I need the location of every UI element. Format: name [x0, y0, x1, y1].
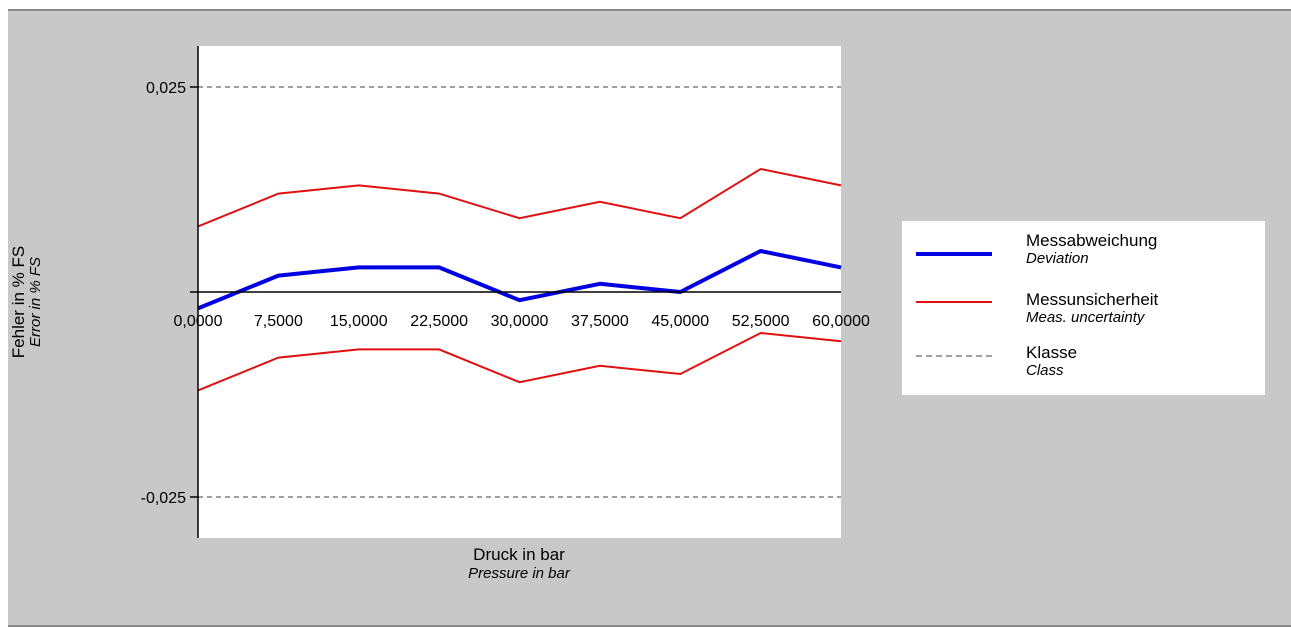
legend-sublabel-uncertainty: Meas. uncertainty: [1026, 309, 1145, 326]
y-axis-label: Fehler in % FS: [9, 245, 28, 359]
x-tick-label: 60,0000: [812, 313, 870, 330]
legend-label-class: Klasse: [1026, 343, 1078, 362]
legend: Messabweichung Deviation Messunsicherhei…: [902, 221, 1265, 395]
x-tick-label: 52,5000: [732, 313, 790, 330]
legend-item-deviation: Messabweichung Deviation: [902, 231, 1265, 281]
legend-item-class: Klasse Class: [902, 343, 1265, 393]
y-tick-label: -0,025: [141, 490, 186, 507]
x-tick-label: 15,0000: [330, 313, 388, 330]
x-tick-label: 45,0000: [651, 313, 709, 330]
x-axis-label: Druck in bar: [473, 545, 565, 564]
legend-item-uncertainty: Messunsicherheit Meas. uncertainty: [902, 290, 1265, 340]
legend-swatch-deviation: [916, 252, 992, 256]
x-tick-label: 30,0000: [491, 313, 549, 330]
x-tick-label: 37,5000: [571, 313, 629, 330]
legend-swatch-class: [916, 355, 992, 357]
x-axis-title: Druck in bar Pressure in bar: [468, 545, 570, 583]
y-tick-label: 0,025: [146, 80, 186, 97]
deviation-line: [197, 249, 842, 311]
legend-swatch-uncertainty: [916, 301, 992, 303]
uncertainty-upper-line: [197, 167, 842, 228]
uncertainty-lower-line: [197, 331, 842, 392]
x-axis-label-sub: Pressure in bar: [468, 565, 570, 582]
x-tick-label: 0,0000: [174, 313, 223, 330]
y-axis-label-sub: Error in % FS: [27, 257, 44, 348]
y-axis-title: Fehler in % FS Error in % FS: [9, 245, 44, 359]
x-tick-label: 7,5000: [254, 313, 303, 330]
legend-label-uncertainty: Messunsicherheit: [1026, 290, 1159, 309]
legend-sublabel-class: Class: [1026, 362, 1064, 379]
legend-sublabel-deviation: Deviation: [1026, 250, 1089, 267]
x-tick-label: 22,5000: [410, 313, 468, 330]
legend-label-deviation: Messabweichung: [1026, 231, 1158, 250]
